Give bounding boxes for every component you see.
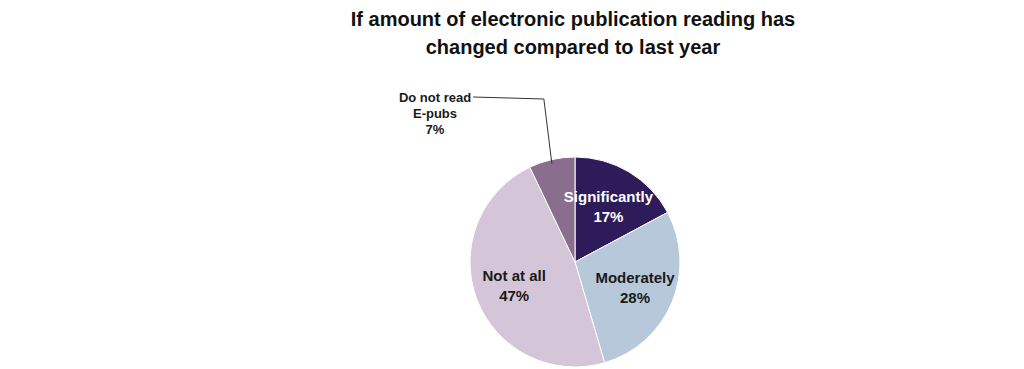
slice-label: Do not readE-pubs bbox=[399, 90, 471, 121]
slice-label: Moderately bbox=[595, 269, 675, 286]
leader-line bbox=[473, 97, 552, 164]
data-label: 28% bbox=[620, 289, 650, 306]
data-label: 7% bbox=[426, 122, 445, 137]
labels: Significantly 17% Moderately 28% Not at all 4… bbox=[399, 90, 675, 306]
chart: If amount of electronic publication read… bbox=[0, 0, 1024, 369]
slice-label: Significantly bbox=[564, 188, 654, 205]
slice-label: Not at all bbox=[483, 267, 546, 284]
data-label: 17% bbox=[593, 208, 623, 225]
data-label: 47% bbox=[499, 287, 529, 304]
title: If amount of electronic publication read… bbox=[351, 8, 796, 58]
slice bbox=[530, 157, 575, 262]
slices bbox=[470, 157, 680, 367]
